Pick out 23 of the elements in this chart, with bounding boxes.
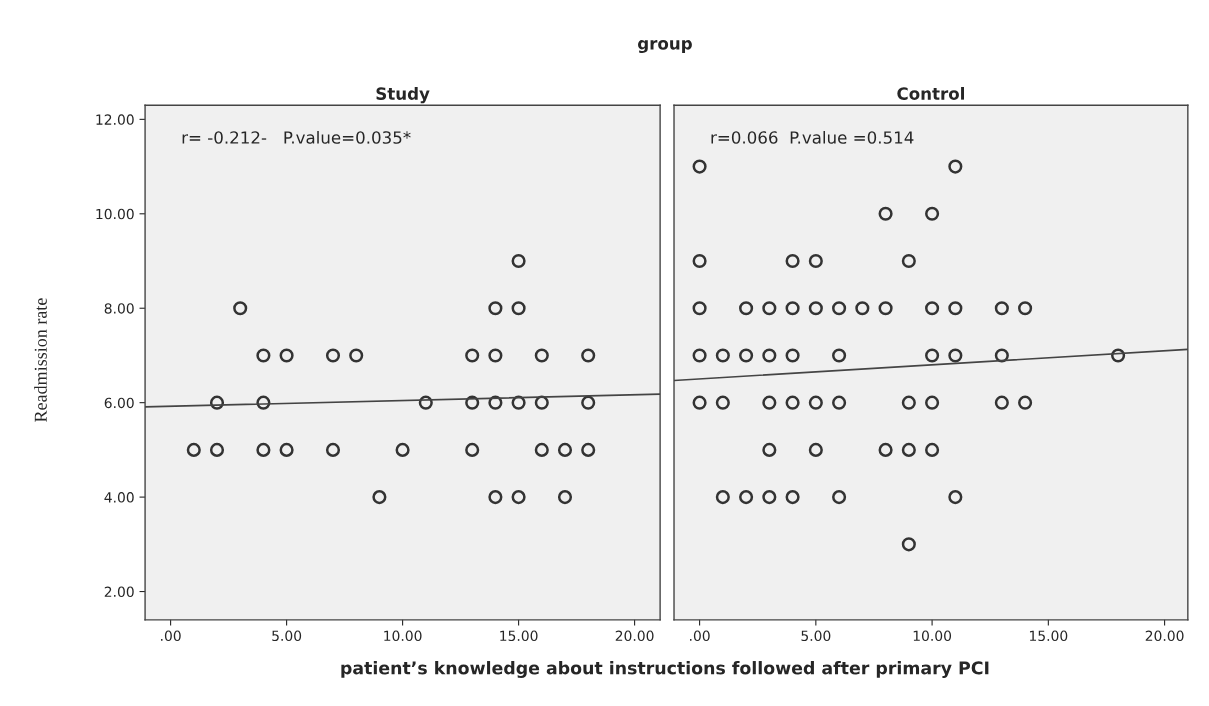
- x-tick-label: 15.00: [1029, 630, 1068, 642]
- chart-title: Study: [376, 86, 430, 104]
- y-tick-label: 8.00: [104, 303, 134, 314]
- chart-title: Control: [897, 86, 964, 100]
- annotation: r=0.066 P.value =0.514: [711, 130, 914, 144]
- y-tick-label: 12.00: [96, 114, 134, 125]
- y-tick-label: 10.00: [96, 208, 134, 220]
- x-tick-label: 15.00: [500, 630, 538, 642]
- y-tick-label: 6.00: [104, 397, 134, 409]
- y-axis-title: Readmission rate: [34, 298, 47, 422]
- x-tick-label: 10.00: [384, 630, 422, 642]
- x-tick-label: 10.00: [913, 630, 952, 642]
- x-axis-title: patient’s knowledge about instructions followed after primary PCI: [341, 661, 989, 678]
- x-tick-label: .00: [690, 630, 710, 642]
- annotation: r= -0.212- P.value=0.035*: [182, 130, 411, 144]
- y-tick-label: 2.00: [104, 586, 134, 598]
- x-tick-label: 5.00: [272, 630, 302, 642]
- y-tick-label: 4.00: [104, 492, 134, 503]
- x-tick-label: 20.00: [615, 630, 654, 642]
- x-tick-label: 20.00: [1145, 630, 1184, 642]
- x-tick-label: .00: [161, 630, 181, 642]
- x-tick-label: 5.00: [801, 630, 831, 642]
- text: group: [638, 40, 692, 54]
